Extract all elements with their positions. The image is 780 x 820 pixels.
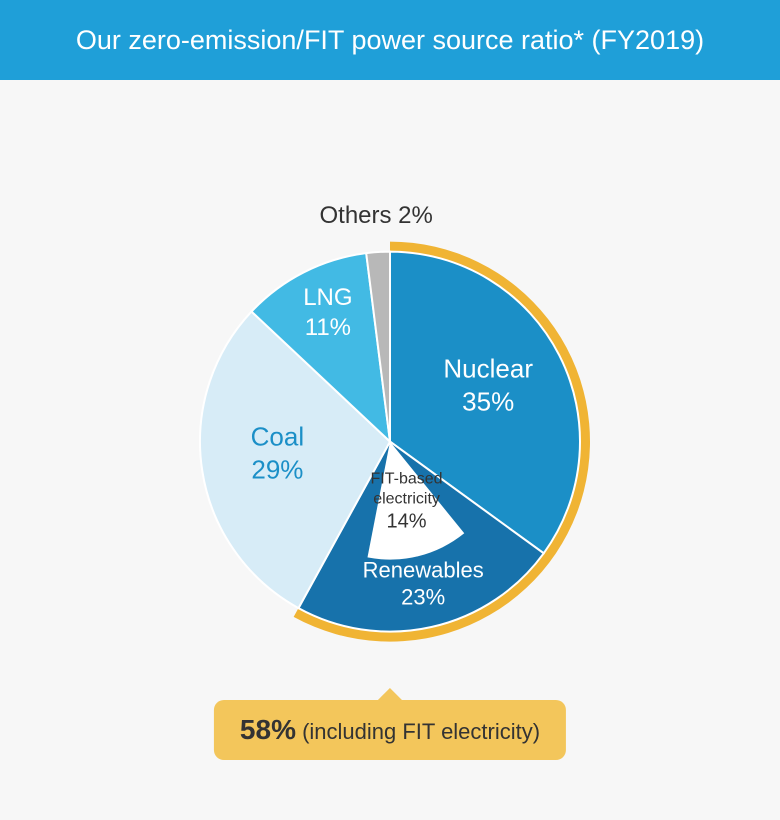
- callout-main-value: 58%: [240, 714, 296, 745]
- chart-container: Our zero-emission/FIT power source ratio…: [0, 0, 780, 820]
- callout-sub-text: (including FIT electricity): [296, 719, 540, 744]
- chart-title-bar: Our zero-emission/FIT power source ratio…: [0, 0, 780, 80]
- label-others: Others 2%: [319, 201, 432, 231]
- chart-title: Our zero-emission/FIT power source ratio…: [76, 25, 704, 56]
- chart-area: 58% (including FIT electricity) Nuclear3…: [0, 80, 780, 820]
- summary-callout: 58% (including FIT electricity): [214, 700, 566, 760]
- callout-pointer-icon: [378, 688, 402, 700]
- pie-chart: [180, 232, 600, 652]
